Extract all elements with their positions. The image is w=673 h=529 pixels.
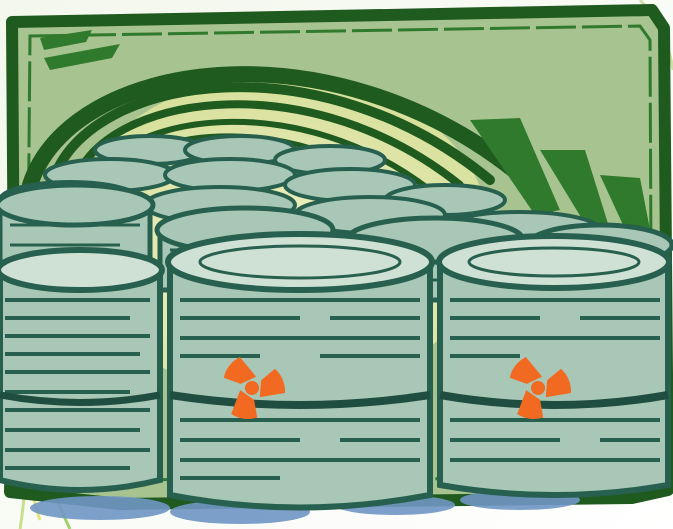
tunnel-light-rays xyxy=(470,118,652,240)
barrel-right xyxy=(436,233,672,498)
barrel-left xyxy=(0,247,165,493)
radiation-icon xyxy=(223,356,285,420)
frame-brush-accents xyxy=(40,30,120,70)
barrel-center xyxy=(165,231,435,511)
radiation-icon xyxy=(509,356,571,420)
